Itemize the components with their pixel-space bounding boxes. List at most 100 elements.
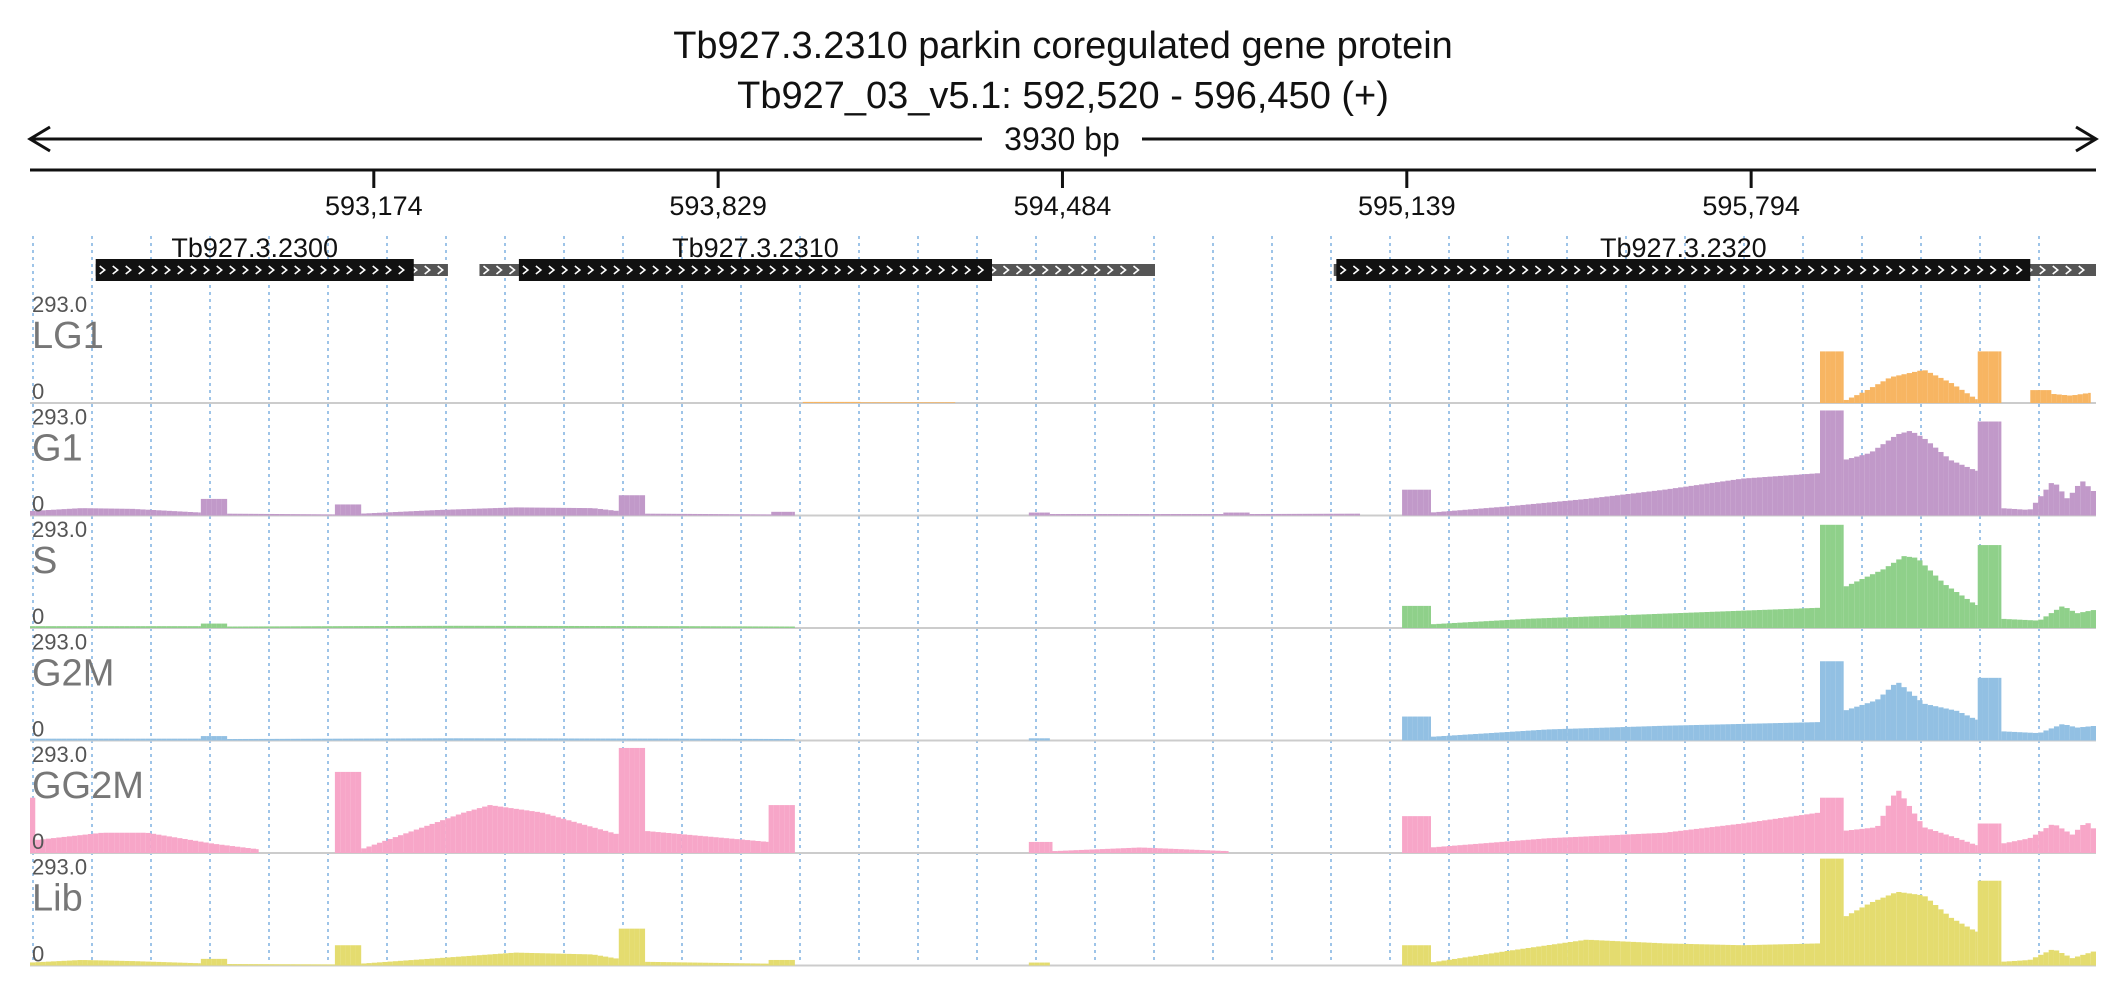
coverage-bar xyxy=(723,838,730,853)
coverage-bar xyxy=(658,626,664,628)
coverage-bar xyxy=(1462,734,1468,741)
coverage-bar xyxy=(939,402,945,403)
strand-chevron xyxy=(2002,265,2010,275)
coverage-bar xyxy=(695,738,701,741)
coverage-bar xyxy=(768,738,774,741)
coverage-bar xyxy=(1927,705,1934,741)
coverage-bar xyxy=(1938,832,1944,853)
coverage-bar xyxy=(35,962,41,966)
coverage-bar xyxy=(2074,613,2081,628)
coverage-bar xyxy=(419,510,425,516)
gene-label: Tb927.3.2300 xyxy=(171,233,338,263)
strand-chevron xyxy=(1612,265,1620,275)
coverage-bar xyxy=(1720,825,1726,853)
coverage-bar xyxy=(739,514,745,516)
strand-chevron xyxy=(912,265,920,275)
coverage-bar xyxy=(1714,724,1721,741)
coverage-bar xyxy=(1848,830,1855,853)
coverage-bar xyxy=(660,832,667,853)
coverage-bar xyxy=(1604,835,1610,853)
coverage-bar xyxy=(1814,607,1821,628)
coverage-bar xyxy=(1762,944,1768,966)
coverage-bar xyxy=(1751,610,1757,628)
strand-chevron xyxy=(1937,265,1945,275)
coverage-bar xyxy=(232,739,238,741)
coverage-bar xyxy=(637,738,643,741)
strand-chevron xyxy=(125,265,132,275)
coverage-bar xyxy=(332,626,338,628)
coverage-bar xyxy=(1168,848,1174,853)
coverage-bar xyxy=(453,738,459,741)
coverage-bar xyxy=(1859,704,1865,741)
coverage-bar xyxy=(124,960,130,966)
coverage-bar xyxy=(726,626,732,628)
coverage-bar xyxy=(114,626,120,628)
coverage-bar xyxy=(1854,456,1860,516)
strand-chevron xyxy=(860,265,868,275)
coverage-bar xyxy=(779,959,785,966)
coverage-bar xyxy=(1830,797,1836,853)
coverage-bar xyxy=(1473,843,1479,853)
coverage-bar xyxy=(1446,959,1453,966)
coverage-bar xyxy=(1541,502,1547,516)
coverage-bar xyxy=(1927,900,1934,966)
coverage-tracks: 293.0LG10293.0G10293.0S0293.0G2M0293.0GG… xyxy=(30,292,2096,967)
coverage-bar xyxy=(135,509,141,516)
coverage-bar xyxy=(2080,954,2086,966)
coverage-bar xyxy=(1620,834,1626,853)
coverage-bar xyxy=(198,512,201,516)
coverage-bar xyxy=(192,626,199,628)
coverage-bar xyxy=(705,738,711,741)
coverage-bar xyxy=(87,738,94,741)
coverage-bar xyxy=(1488,842,1495,853)
coverage-bar xyxy=(258,626,264,628)
coverage-bar xyxy=(1880,897,1886,966)
coverage-bar xyxy=(1975,605,1978,628)
coverage-bar xyxy=(1730,479,1736,516)
coverage-bar xyxy=(376,962,383,966)
coverage-bar xyxy=(1933,831,1939,853)
coverage-bar xyxy=(603,956,609,966)
coverage-bar xyxy=(1912,695,1918,741)
coverage-bar xyxy=(610,738,617,741)
coverage-bar xyxy=(834,401,840,403)
coverage-bar xyxy=(2022,839,2028,853)
coverage-bar xyxy=(72,835,78,853)
coverage-bar xyxy=(526,738,533,741)
coverage-bar xyxy=(1725,611,1731,628)
coverage-bar xyxy=(1128,514,1134,516)
coverage-bar xyxy=(1107,514,1113,516)
coverage-bar xyxy=(30,797,36,853)
coverage-bar xyxy=(103,738,109,741)
coverage-bar xyxy=(1885,378,1891,403)
coverage-bar xyxy=(1993,545,1999,628)
coverage-bar xyxy=(1890,795,1897,853)
coverage-bar xyxy=(1982,677,1989,741)
coverage-bar xyxy=(1725,724,1731,741)
coverage-bar xyxy=(1407,945,1413,966)
coverage-bar xyxy=(2074,956,2081,966)
coverage-bar xyxy=(763,738,769,741)
strand-chevron xyxy=(1664,265,1672,275)
coverage-bar xyxy=(479,738,485,741)
coverage-bar xyxy=(695,626,701,628)
coverage-bar xyxy=(1848,708,1855,741)
coverage-bar xyxy=(445,957,451,966)
coverage-bar xyxy=(1120,848,1127,853)
coverage-bar xyxy=(1189,849,1195,853)
coverage-bar xyxy=(1488,620,1495,628)
coverage-bar xyxy=(1457,958,1463,966)
coverage-bar xyxy=(497,953,504,966)
coverage-bar xyxy=(156,738,162,741)
coverage-bar xyxy=(1777,475,1784,516)
coverage-bar xyxy=(2035,390,2041,403)
coverage-bar xyxy=(1927,570,1934,628)
coverage-bar xyxy=(145,961,151,966)
coverage-bar xyxy=(227,964,233,966)
coverage-bar xyxy=(1683,943,1689,966)
coverage-bar xyxy=(2072,395,2078,403)
coverage-bar xyxy=(1599,727,1605,741)
coverage-bar xyxy=(1218,514,1224,516)
coverage-bar xyxy=(2064,955,2070,966)
coverage-bar xyxy=(274,626,280,628)
